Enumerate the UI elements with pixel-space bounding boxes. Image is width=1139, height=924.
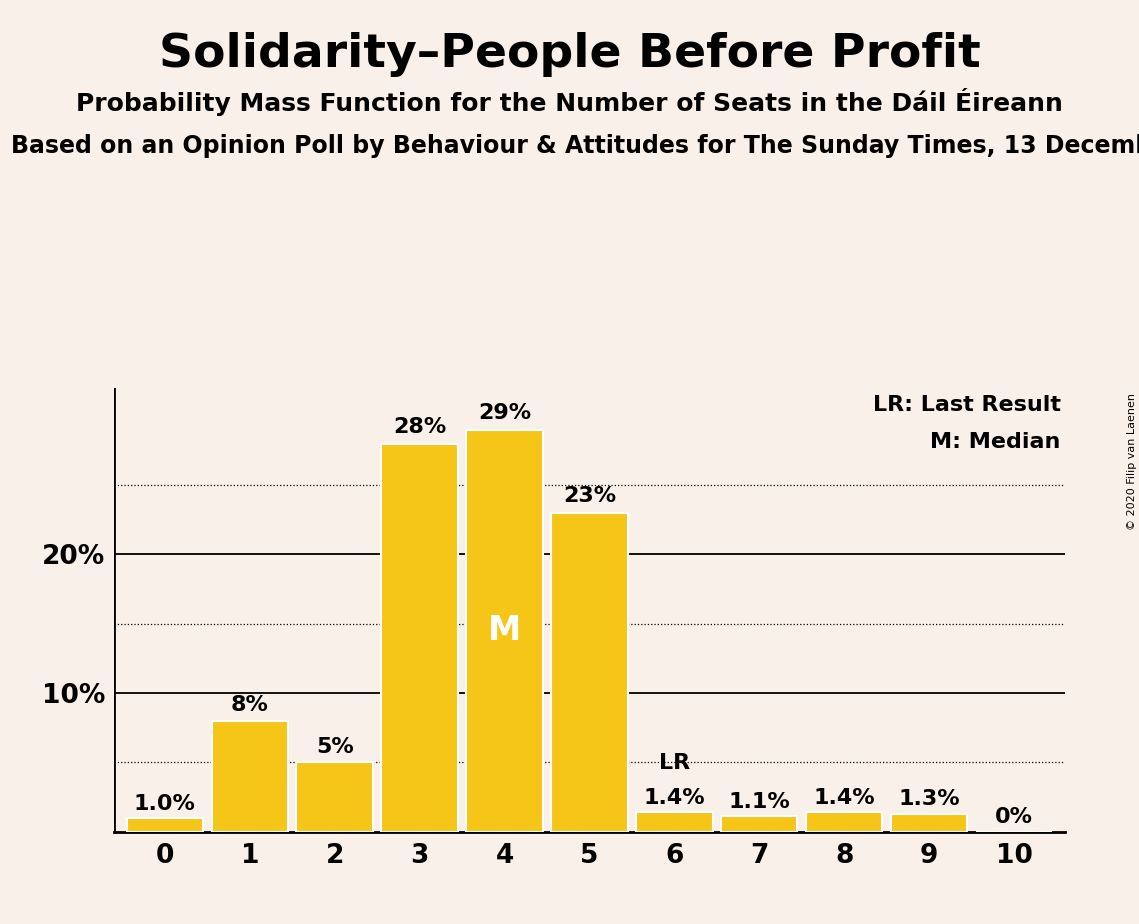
Text: 1.4%: 1.4% <box>644 788 705 808</box>
Text: 23%: 23% <box>563 486 616 506</box>
Bar <box>721 817 797 832</box>
Bar <box>466 430 542 832</box>
Text: Solidarity–People Before Profit: Solidarity–People Before Profit <box>158 32 981 78</box>
Text: 1.3%: 1.3% <box>899 789 960 809</box>
Text: 1.0%: 1.0% <box>134 794 196 814</box>
Text: LR: LR <box>658 753 690 773</box>
Text: © 2020 Filip van Laenen: © 2020 Filip van Laenen <box>1126 394 1137 530</box>
Bar <box>296 762 372 832</box>
Bar <box>637 812 713 832</box>
Text: M: Median: M: Median <box>931 432 1060 453</box>
Text: Based on an Opinion Poll by Behaviour & Attitudes for The Sunday Times, 13 Decem: Based on an Opinion Poll by Behaviour & … <box>11 134 1139 158</box>
Text: M: M <box>487 614 522 647</box>
Text: LR: Last Result: LR: Last Result <box>872 395 1060 415</box>
Text: 8%: 8% <box>231 695 269 715</box>
Text: 5%: 5% <box>316 736 353 757</box>
Bar <box>382 444 458 832</box>
Text: Probability Mass Function for the Number of Seats in the Dáil Éireann: Probability Mass Function for the Number… <box>76 88 1063 116</box>
Text: 1.4%: 1.4% <box>813 788 875 808</box>
Bar <box>212 721 288 832</box>
Text: 28%: 28% <box>393 417 446 437</box>
Bar <box>126 818 203 832</box>
Text: 1.1%: 1.1% <box>729 792 790 812</box>
Bar <box>806 812 883 832</box>
Text: 29%: 29% <box>478 403 531 423</box>
Bar <box>891 814 967 832</box>
Text: 0%: 0% <box>995 808 1033 828</box>
Bar <box>551 513 628 832</box>
